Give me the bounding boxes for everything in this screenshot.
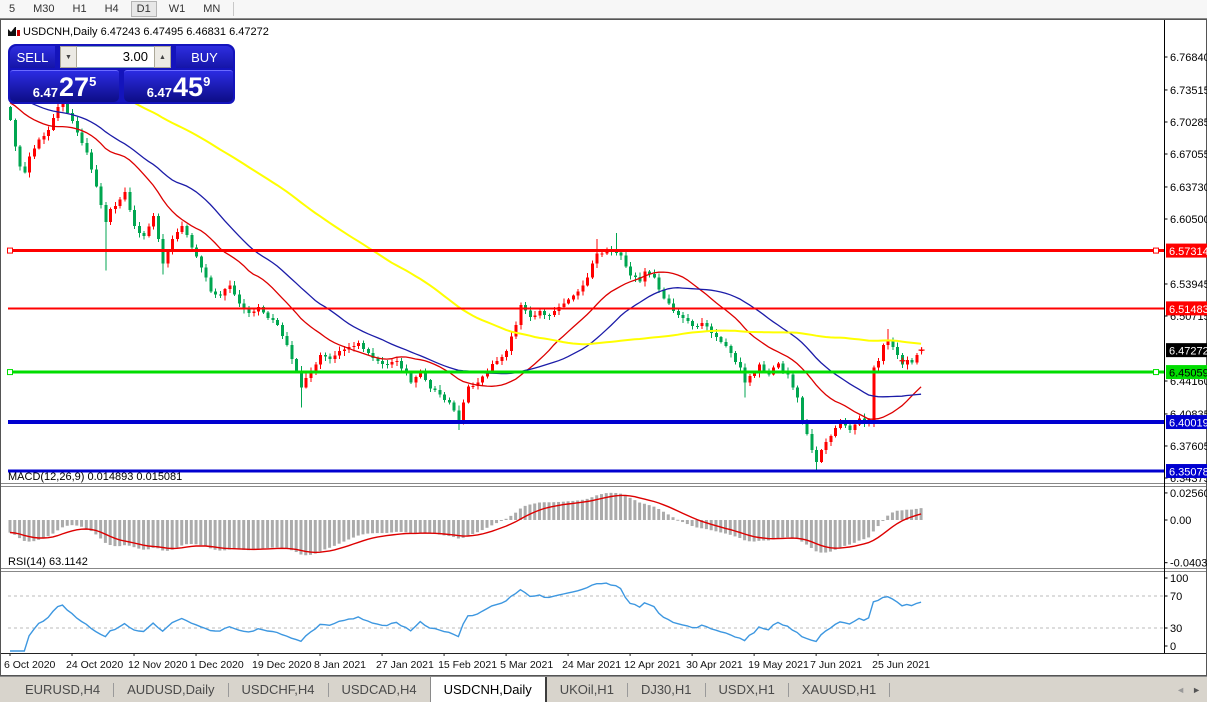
tf-m30-button[interactable]: M30 [27,2,60,16]
rsi-indicator-label: RSI(14) 63.1142 [8,556,88,568]
svg-text:0.00: 0.00 [1170,515,1191,527]
chart-tab-bar: EURUSD,H4 AUDUSD,Daily USDCHF,H4 USDCAD,… [0,676,1207,702]
sell-price-handle: 6.47 [33,85,58,100]
tab-xauusd-h1[interactable]: XAUUSD,H1 [789,677,889,702]
svg-text:0.025609: 0.025609 [1170,488,1207,500]
pane-frame [0,20,1207,676]
svg-text:7 Jun 2021: 7 Jun 2021 [810,659,862,671]
tab-audusd-daily[interactable]: AUDUSD,Daily [114,677,227,702]
volume-spinner: ▼ 3.00 ▲ [60,46,171,68]
svg-text:12 Nov 2020: 12 Nov 2020 [128,659,188,671]
svg-text:6.53945: 6.53945 [1170,279,1207,291]
macd-indicator-label: MACD(12,26,9) 0.014893 0.015081 [8,471,182,483]
svg-text:6.76840: 6.76840 [1170,52,1207,64]
svg-text:19 May 2021: 19 May 2021 [748,659,809,671]
tab-scroll-right-arrow[interactable]: ► [1192,685,1201,695]
rsi-line [10,583,921,651]
svg-text:24 Oct 2020: 24 Oct 2020 [66,659,123,671]
chart-window: 6.76840 6.73515 6.70285 6.67055 6.63730 6.605… [0,19,1207,676]
svg-text:6.67055: 6.67055 [1170,149,1207,161]
svg-text:24 Mar 2021: 24 Mar 2021 [562,659,621,671]
sell-button[interactable]: SELL [10,46,55,68]
chart-symbol-icon [8,27,20,37]
tab-usdcad-h4[interactable]: USDCAD,H4 [329,677,430,702]
svg-text:70: 70 [1170,591,1182,603]
svg-text:8 Jan 2021: 8 Jan 2021 [314,659,366,671]
svg-text:6.40019: 6.40019 [1169,418,1207,430]
svg-text:100: 100 [1170,573,1188,585]
volume-input[interactable]: 3.00 [77,46,154,68]
tf-w1-button[interactable]: W1 [163,2,192,16]
svg-text:1 Dec 2020: 1 Dec 2020 [190,659,244,671]
svg-text:12 Apr 2021: 12 Apr 2021 [624,659,681,671]
svg-text:6.47272: 6.47272 [1169,346,1207,358]
svg-text:5 Mar 2021: 5 Mar 2021 [500,659,553,671]
tf-h4-button[interactable]: H4 [99,2,125,16]
tab-usdcnh-daily[interactable]: USDCNH,Daily [430,677,547,702]
svg-text:30 Apr 2021: 30 Apr 2021 [686,659,743,671]
toolbar-separator [233,2,234,16]
tf-h1-button[interactable]: H1 [67,2,93,16]
ma-mid-line [10,91,921,397]
tab-ukoil-h1[interactable]: UKOil,H1 [547,677,627,702]
tf-mn-button[interactable]: MN [197,2,226,16]
tab-usdchf-h4[interactable]: USDCHF,H4 [229,677,328,702]
price-axis[interactable]: 6.76840 6.73515 6.70285 6.67055 6.63730 6.605… [1165,20,1207,653]
hline-6.57314[interactable] [8,248,1165,253]
svg-text:6.70285: 6.70285 [1170,117,1207,129]
sell-price-pip-digit: 5 [89,74,96,89]
tab-eurusd-h4[interactable]: EURUSD,H4 [12,677,113,702]
buy-price-handle: 6.47 [147,85,172,100]
svg-text:6.63730: 6.63730 [1170,182,1207,194]
svg-text:6.37605: 6.37605 [1170,441,1207,453]
svg-text:6.60500: 6.60500 [1170,214,1207,226]
macd-signal-line [10,495,921,552]
svg-text:6.73515: 6.73515 [1170,85,1207,97]
svg-text:6.57314: 6.57314 [1169,246,1207,258]
buy-button[interactable]: BUY [176,46,233,68]
chart-canvas[interactable]: 6.76840 6.73515 6.70285 6.67055 6.63730 6.605… [0,19,1207,676]
timeframe-toolbar: 5 M30 H1 H4 D1 W1 MN [0,0,1207,19]
candles-layer [9,90,923,471]
tf-d1-button[interactable]: D1 [131,1,157,17]
svg-text:6.51483: 6.51483 [1169,304,1207,316]
svg-text:27 Jan 2021: 27 Jan 2021 [376,659,434,671]
tab-dj30-h1[interactable]: DJ30,H1 [628,677,705,702]
svg-text:30: 30 [1170,623,1182,635]
tab-separator [889,683,890,697]
tab-usdx-h1[interactable]: USDX,H1 [706,677,788,702]
sell-price-button[interactable]: 6.47 27 5 [10,70,119,102]
svg-text:0: 0 [1170,641,1176,653]
sell-price-big-digits: 27 [59,75,89,100]
svg-text:15 Feb 2021: 15 Feb 2021 [438,659,497,671]
svg-text:19 Dec 2020: 19 Dec 2020 [252,659,312,671]
one-click-trading-panel: SELL ▼ 3.00 ▲ BUY 6.47 27 5 6.47 45 9 [8,44,235,104]
svg-text:6 Oct 2020: 6 Oct 2020 [4,659,56,671]
svg-text:25 Jun 2021: 25 Jun 2021 [872,659,930,671]
buy-price-pip-digit: 9 [203,74,210,89]
hline-6.45059[interactable] [8,370,1165,375]
buy-price-button[interactable]: 6.47 45 9 [124,70,233,102]
svg-text:6.45059: 6.45059 [1169,368,1207,380]
rsi-levels [8,596,1164,628]
volume-increase-button[interactable]: ▲ [154,46,171,68]
buy-price-big-digits: 45 [173,75,203,100]
volume-decrease-button[interactable]: ▼ [60,46,77,68]
tf-m5-button[interactable]: 5 [3,2,21,16]
svg-text:-0.040388: -0.040388 [1170,558,1207,570]
svg-text:6.35078: 6.35078 [1169,467,1207,479]
tab-scroll-left-arrow[interactable]: ◄ [1176,685,1185,695]
chart-title: USDCNH,Daily 6.47243 6.47495 6.46831 6.4… [23,26,269,38]
